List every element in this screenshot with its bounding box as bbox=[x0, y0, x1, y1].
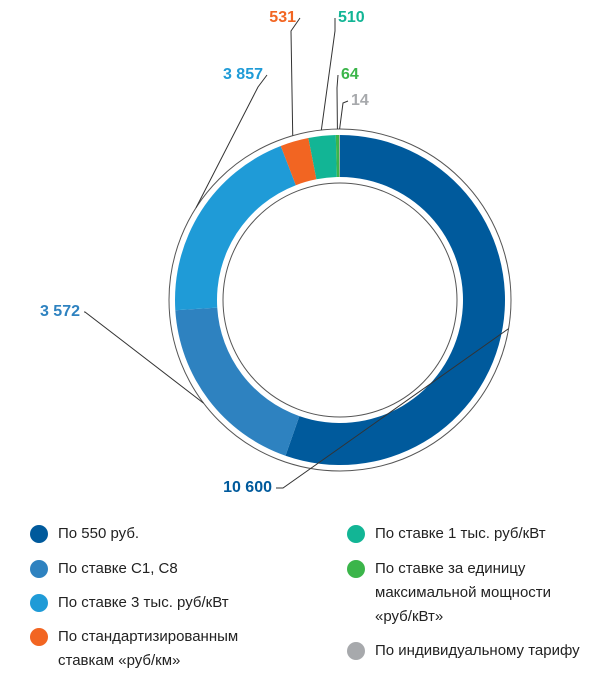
leader-line bbox=[276, 328, 509, 489]
data-label: 64 bbox=[341, 66, 359, 83]
legend-label: По индивидуальному тарифу bbox=[375, 642, 580, 659]
data-label: 531 bbox=[269, 9, 296, 26]
legend-label: По ставке 3 тыс. руб/кВт bbox=[58, 594, 229, 611]
chart: 10 600 3 572 3 857 531 510 64 14 bbox=[40, 9, 512, 496]
leader-line bbox=[195, 74, 268, 208]
legend-item: По 550 руб. bbox=[30, 522, 250, 546]
legend-label: По ставке С1, С8 bbox=[58, 560, 178, 577]
data-label: 510 bbox=[338, 9, 365, 26]
legend-label: По 550 руб. bbox=[58, 525, 140, 542]
donut-segment bbox=[175, 145, 296, 311]
data-label: 3 857 bbox=[223, 66, 263, 83]
legend-swatch bbox=[347, 525, 365, 543]
leader-line bbox=[84, 311, 204, 404]
legend-swatch bbox=[347, 560, 365, 578]
legend-label: По ставке 1 тыс. руб/кВт bbox=[375, 525, 546, 542]
data-label: 14 bbox=[351, 92, 369, 109]
donut-segment bbox=[308, 135, 337, 180]
leader-line bbox=[339, 100, 349, 130]
donut-segment bbox=[175, 307, 300, 456]
donut-segment bbox=[335, 135, 340, 178]
legend-item: По ставке 3 тыс. руб/кВт bbox=[30, 591, 250, 615]
legend-swatch bbox=[30, 628, 48, 646]
legend-label: По ставке за единицу максимальной мощнос… bbox=[375, 560, 552, 625]
legend-item: По индивидуальному тарифу bbox=[347, 639, 601, 663]
inner-ring bbox=[222, 182, 458, 418]
donut-segment bbox=[285, 135, 506, 465]
leader-line bbox=[290, 17, 301, 136]
legend-swatch bbox=[347, 642, 365, 660]
leader-line bbox=[320, 18, 336, 131]
legend-item: По стандартизированным ставкам «руб/км» bbox=[30, 625, 250, 673]
legend-label: По стандартизированным ставкам «руб/км» bbox=[58, 628, 239, 669]
legend-item: По ставке С1, С8 bbox=[30, 557, 250, 581]
outer-ring bbox=[168, 128, 512, 472]
legend-item: По ставке за единицу максимальной мощнос… bbox=[347, 557, 562, 629]
legend-swatch bbox=[30, 525, 48, 543]
legend-swatch bbox=[30, 560, 48, 578]
legend-swatch bbox=[30, 594, 48, 612]
donut-segment bbox=[339, 135, 340, 178]
data-label: 3 572 bbox=[40, 303, 80, 320]
donut-segment bbox=[280, 138, 317, 186]
data-label: 10 600 bbox=[223, 479, 272, 496]
legend-item: По ставке 1 тыс. руб/кВт bbox=[347, 522, 562, 546]
leader-line bbox=[336, 74, 339, 130]
